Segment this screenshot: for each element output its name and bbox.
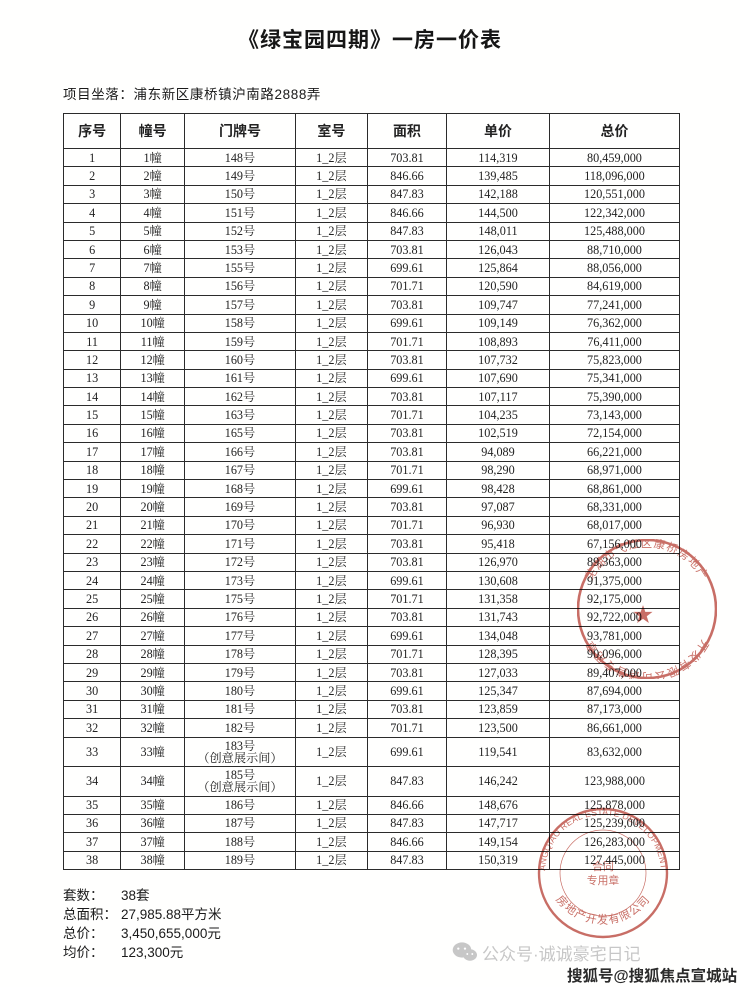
svg-text:房地产开发有限公司: 房地产开发有限公司 (553, 893, 652, 927)
svg-text:专用章: 专用章 (587, 873, 620, 887)
